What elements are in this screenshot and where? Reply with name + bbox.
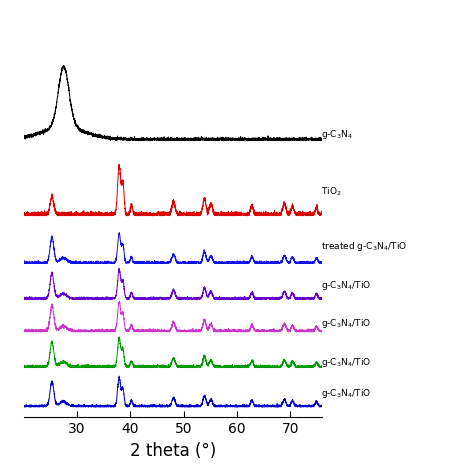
Text: TiO$_2$: TiO$_2$ <box>321 186 342 198</box>
Text: g-C$_3$N$_4$/TiO: g-C$_3$N$_4$/TiO <box>321 356 372 369</box>
Text: g-C$_3$N$_4$: g-C$_3$N$_4$ <box>321 128 353 140</box>
X-axis label: 2 theta (°): 2 theta (°) <box>130 442 216 459</box>
Text: g-C$_3$N$_4$/TiO: g-C$_3$N$_4$/TiO <box>321 387 372 400</box>
Text: g-C$_3$N$_4$/TiO: g-C$_3$N$_4$/TiO <box>321 317 372 329</box>
Text: g-C$_3$N$_4$/TiO: g-C$_3$N$_4$/TiO <box>321 279 372 292</box>
Text: treated g-C$_3$N$_4$/TiO: treated g-C$_3$N$_4$/TiO <box>321 240 407 253</box>
